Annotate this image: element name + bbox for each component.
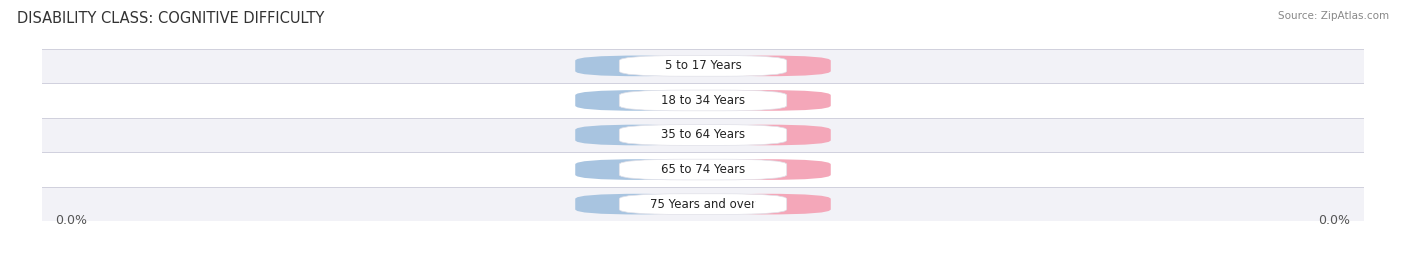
Text: 65 to 74 Years: 65 to 74 Years	[661, 163, 745, 176]
Text: 0.0%: 0.0%	[1319, 214, 1351, 227]
Text: 35 to 64 Years: 35 to 64 Years	[661, 129, 745, 141]
Text: 0.0%: 0.0%	[752, 129, 786, 141]
FancyBboxPatch shape	[707, 56, 831, 76]
Text: 0.0%: 0.0%	[752, 163, 786, 176]
Text: 0.0%: 0.0%	[752, 59, 786, 72]
FancyBboxPatch shape	[575, 194, 699, 214]
Text: 0.0%: 0.0%	[620, 94, 654, 107]
Text: 0.0%: 0.0%	[620, 163, 654, 176]
FancyBboxPatch shape	[575, 125, 699, 145]
Text: 0.0%: 0.0%	[620, 129, 654, 141]
Text: 0.0%: 0.0%	[620, 198, 654, 211]
Bar	[42, 83, 1364, 118]
FancyBboxPatch shape	[707, 125, 831, 145]
FancyBboxPatch shape	[619, 194, 787, 214]
FancyBboxPatch shape	[575, 90, 699, 111]
Bar	[42, 118, 1364, 152]
Text: 5 to 17 Years: 5 to 17 Years	[665, 59, 741, 72]
Text: 0.0%: 0.0%	[55, 214, 87, 227]
FancyBboxPatch shape	[575, 159, 699, 180]
Text: 0.0%: 0.0%	[752, 198, 786, 211]
Text: 0.0%: 0.0%	[620, 59, 654, 72]
FancyBboxPatch shape	[707, 159, 831, 180]
FancyBboxPatch shape	[619, 90, 787, 111]
Text: Source: ZipAtlas.com: Source: ZipAtlas.com	[1278, 11, 1389, 21]
FancyBboxPatch shape	[707, 194, 831, 214]
Text: 18 to 34 Years: 18 to 34 Years	[661, 94, 745, 107]
Bar	[42, 187, 1364, 221]
FancyBboxPatch shape	[619, 125, 787, 145]
FancyBboxPatch shape	[707, 90, 831, 111]
FancyBboxPatch shape	[619, 159, 787, 180]
Text: 0.0%: 0.0%	[752, 94, 786, 107]
FancyBboxPatch shape	[575, 56, 699, 76]
Text: DISABILITY CLASS: COGNITIVE DIFFICULTY: DISABILITY CLASS: COGNITIVE DIFFICULTY	[17, 11, 325, 26]
Bar	[42, 49, 1364, 83]
Bar	[42, 152, 1364, 187]
Text: 75 Years and over: 75 Years and over	[650, 198, 756, 211]
FancyBboxPatch shape	[619, 56, 787, 76]
